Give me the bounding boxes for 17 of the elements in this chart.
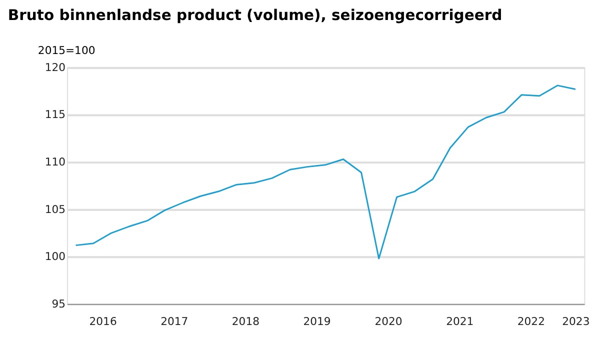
y-axis-title: 2015=100 <box>38 44 96 58</box>
x-tick-label: 2016 <box>89 315 117 328</box>
y-tick-label: 115 <box>44 108 66 122</box>
x-tick-label: 2023 <box>562 315 590 328</box>
y-tick-label: 100 <box>44 250 66 264</box>
x-tick-label: 2018 <box>232 315 260 328</box>
y-tick-label: 120 <box>44 60 66 74</box>
x-tick-label: 2017 <box>160 315 188 328</box>
x-tick-label: 2020 <box>374 315 402 328</box>
x-tick-label: 2021 <box>446 315 474 328</box>
chart-title: Bruto binnenlandse product (volume), seizoengecorrigeerd <box>8 7 502 24</box>
line-series <box>75 84 576 260</box>
y-tick-label: 110 <box>44 156 66 169</box>
y-tick-label: 105 <box>44 202 66 216</box>
x-tick-label: 2019 <box>303 315 331 328</box>
y-tick-label: 95 <box>52 297 66 310</box>
x-tick-label: 2022 <box>517 315 545 328</box>
